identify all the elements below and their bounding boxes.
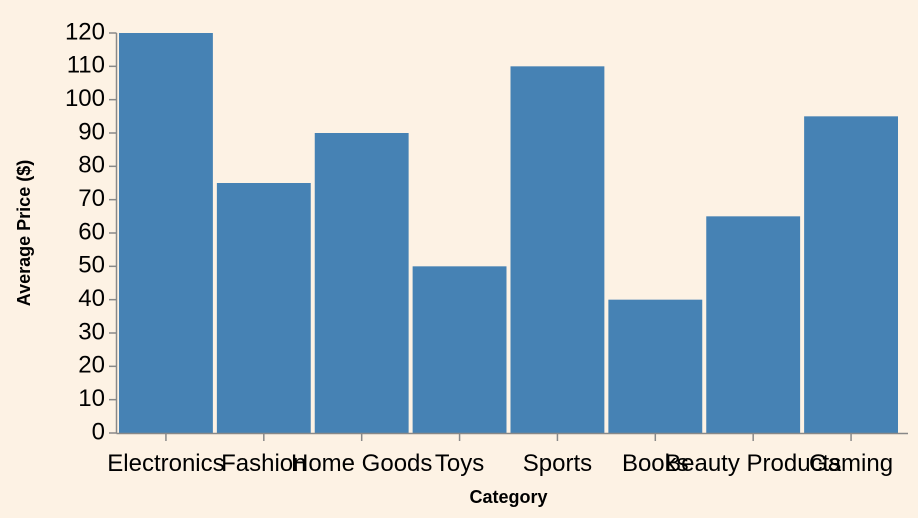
x-tick-label-toys: Toys <box>435 450 484 477</box>
bar-fashion <box>216 183 311 433</box>
y-tick-label: 70 <box>78 185 105 212</box>
x-tick-label-electronics: Electronics <box>107 450 224 477</box>
bar-home-goods <box>314 133 409 433</box>
bar-electronics <box>119 33 213 433</box>
bar-gaming <box>804 116 898 433</box>
y-tick-label: 30 <box>78 318 105 345</box>
y-tick-label: 60 <box>78 218 105 245</box>
y-tick-label: 10 <box>78 385 105 412</box>
bar-sports <box>510 66 605 433</box>
y-tick-label: 100 <box>65 85 105 112</box>
x-tick-label-beauty-products: Beauty Products <box>665 450 841 477</box>
y-tick-label: 0 <box>92 418 105 445</box>
y-tick-label: 40 <box>78 285 105 312</box>
x-tick-label-fashion: Fashion <box>221 450 306 477</box>
bar-toys <box>412 266 507 433</box>
x-tick-label-gaming: Gaming <box>809 450 893 477</box>
y-axis-title: Average Price ($) <box>14 160 34 306</box>
y-tick-label: 20 <box>78 352 105 379</box>
y-tick-label: 80 <box>78 152 105 179</box>
y-tick-label: 90 <box>78 118 105 145</box>
x-axis-title: Category <box>469 487 547 507</box>
bars-group <box>119 33 898 433</box>
y-tick-label: 50 <box>78 252 105 279</box>
y-tick-label: 120 <box>65 18 105 45</box>
y-tick-label: 110 <box>67 52 105 79</box>
x-tick-label-home-goods: Home Goods <box>291 450 432 477</box>
y-axis: 0 10 20 30 40 50 60 70 80 90 100 110 120 <box>65 18 118 445</box>
bar-beauty-products <box>706 216 801 433</box>
bar-books <box>608 299 703 433</box>
x-tick-label-books: Books <box>622 450 689 477</box>
x-tick-label-sports: Sports <box>523 450 592 477</box>
